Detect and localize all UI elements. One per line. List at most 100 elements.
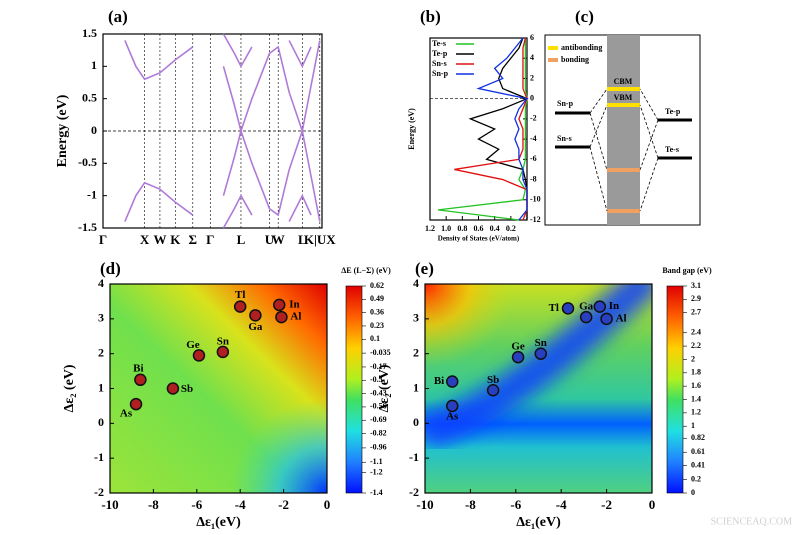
x-tick-label: Γ — [99, 232, 107, 247]
colorbar-tick-label: -0.56 — [370, 402, 387, 411]
colorbar-title: Band gap (eV) — [662, 266, 712, 275]
x-axis-label: Density of States (eV/atom) — [438, 235, 520, 243]
point-label: As — [446, 410, 459, 422]
point-label: Ga — [248, 321, 263, 333]
level — [607, 103, 640, 107]
x-axis-label: Δε₁(eV) — [196, 515, 241, 530]
colorbar-tick-label: -0.035 — [370, 348, 391, 357]
point-label: Ge — [186, 339, 200, 351]
heatmap — [425, 284, 652, 493]
panel-label: (a) — [108, 7, 128, 26]
point-label: As — [120, 408, 133, 420]
watermark: SCIENCEAQ.COM — [711, 516, 793, 527]
colorbar-tick-label: 1.4 — [691, 394, 701, 403]
x-tick-label: -2 — [278, 497, 289, 512]
x-tick-label: K — [170, 232, 181, 247]
band-line — [124, 127, 321, 222]
panel-label: (d) — [100, 259, 121, 278]
colorbar-tick-label: -0.17 — [370, 362, 387, 371]
legend-label: Sn-s — [432, 59, 447, 68]
heatmap-band — [425, 284, 652, 450]
gap-bar — [607, 35, 640, 225]
colorbar-tick-label: 2.9 — [691, 294, 701, 303]
x-tick-label: -10 — [101, 497, 118, 512]
point — [511, 350, 525, 364]
colorbar-tick-label: -1.2 — [370, 467, 383, 476]
point — [275, 310, 288, 324]
panel-label: (e) — [415, 259, 434, 278]
y-tick-label: 4 — [530, 53, 534, 62]
level-name: Sn-p — [557, 99, 574, 108]
y-tick-label: 0 — [91, 123, 97, 137]
x-tick-label: Σ — [189, 232, 198, 247]
level — [607, 87, 640, 91]
y-tick-label: 3 — [413, 311, 419, 325]
x-tick-label: 1.2 — [425, 224, 435, 233]
x-tick-label: U — [265, 232, 275, 247]
x-tick-label: L — [298, 232, 307, 247]
point — [486, 383, 500, 397]
y-tick-label: -1 — [94, 450, 104, 464]
x-tick-label: K|UX — [304, 232, 336, 247]
x-tick-label: X — [140, 232, 150, 247]
colorbar-tick-label: -0.69 — [370, 415, 387, 424]
colorbar-tick-label: 2.7 — [691, 308, 701, 317]
dos-line — [454, 37, 528, 221]
colorbar — [345, 285, 363, 494]
y-axis-label: Δε₂ (eV) — [62, 364, 77, 412]
x-tick-label: W — [153, 232, 166, 247]
point-label: Ge — [511, 341, 525, 353]
level — [607, 209, 640, 213]
point — [249, 309, 262, 322]
y-tick-label: 4 — [98, 276, 104, 290]
x-tick-label: 0.2 — [506, 224, 516, 233]
x-axis-label: Δε₁(eV) — [516, 515, 561, 530]
y-tick-label: 2 — [413, 345, 419, 359]
y-tick-label: -4 — [530, 134, 537, 143]
y-tick-label: 1 — [98, 380, 104, 394]
colorbar-tick-label: 2.4 — [691, 328, 701, 337]
point-label: Tl — [549, 302, 559, 314]
point-label: Al — [616, 312, 627, 324]
point — [233, 300, 247, 313]
x-tick-label: Γ — [206, 232, 214, 247]
heatmap — [110, 284, 327, 493]
x-tick-label: 0.8 — [457, 224, 467, 233]
x-tick-label: W — [272, 232, 285, 247]
colorbar-tick-label: -0.43 — [370, 388, 387, 397]
point-label: Al — [290, 311, 301, 323]
point-label: Sn — [535, 337, 547, 349]
colorbar-tick-label: 2 — [691, 354, 695, 363]
y-tick-label: -2 — [94, 485, 104, 499]
level-name: Sn-s — [557, 134, 572, 143]
y-tick-label: -2 — [409, 485, 419, 499]
y-tick-label: -1 — [409, 450, 419, 464]
y-tick-label: 2 — [98, 345, 104, 359]
level-label: VBM — [614, 93, 633, 102]
panel-label: (b) — [420, 7, 441, 26]
y-tick-label: 6 — [530, 33, 534, 42]
legend-label: Te-p — [432, 49, 448, 58]
y-tick-label: -1.5 — [78, 220, 97, 234]
colorbar-tick-label: 0.1 — [370, 334, 380, 343]
point-label: Sn — [217, 335, 229, 347]
colorbar — [666, 285, 684, 494]
y-tick-label: -0.5 — [78, 155, 97, 169]
x-tick-label: 0.6 — [474, 224, 484, 233]
level-label: CBM — [614, 77, 633, 86]
x-tick-label: -10 — [416, 497, 433, 512]
x-tick-label: -8 — [148, 497, 159, 512]
legend-label: bonding — [561, 55, 589, 64]
x-tick-label: L — [237, 232, 246, 247]
y-axis-label: Δε₂ (eV) — [377, 364, 392, 412]
x-tick-label: -8 — [465, 497, 476, 512]
point — [129, 397, 143, 411]
band-line — [222, 193, 312, 229]
y-tick-label: 0.5 — [82, 90, 97, 104]
colorbar-tick-label: 0.23 — [370, 321, 384, 330]
x-tick-label: 0 — [649, 497, 656, 512]
point-label: Tl — [235, 289, 245, 301]
y-axis-label: Energy (eV) — [55, 94, 70, 167]
colorbar-tick-label: 1.8 — [691, 368, 701, 377]
